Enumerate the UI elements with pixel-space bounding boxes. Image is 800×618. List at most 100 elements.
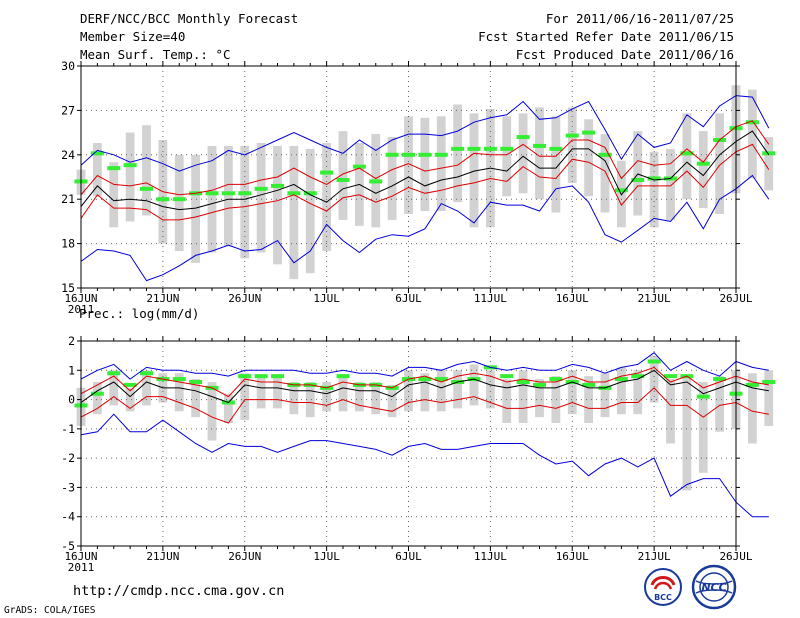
temperature-box-30 (567, 107, 577, 183)
refer-date: Fcst Started Refer Date 2011/06/15 (478, 29, 734, 44)
precipitation-median-6 (172, 377, 186, 382)
temperature-ytick-label-2: 21 (61, 192, 75, 206)
precipitation-box-25 (485, 370, 495, 409)
temperature-box-31 (584, 119, 594, 197)
precipitation-xtick-label-1: 21JUN (146, 550, 179, 563)
temperature-line-min (80, 174, 770, 282)
temperature-median-37 (680, 151, 694, 156)
precipitation-box-6 (174, 373, 184, 412)
temperature-box-22 (436, 116, 446, 212)
precipitation-box-16 (338, 376, 348, 412)
temperature-median-32 (598, 152, 612, 157)
precipitation-box-2 (109, 370, 119, 406)
temperature-box-35 (649, 151, 659, 228)
temperature-box-1 (92, 142, 102, 197)
precipitation-box-20 (404, 370, 413, 412)
precipitation-median-10 (238, 374, 252, 379)
precipitation-ytick-label-2: -3 (61, 480, 75, 494)
temperature-box-7 (191, 154, 201, 263)
precipitation-box-23 (453, 370, 463, 409)
precipitation-year-label: 2011 (68, 561, 95, 574)
precipitation-panel-title: Prec.: log(mm/d) (79, 306, 199, 321)
temperature-box-20 (404, 116, 413, 214)
precipitation-box-36 (666, 379, 675, 444)
precipitation-median-34 (631, 374, 645, 379)
temperature-median-3 (123, 163, 137, 168)
temperature-box-26 (502, 116, 512, 197)
precipitation-line-upper (80, 366, 769, 398)
temperature-median-41 (745, 120, 759, 125)
precipitation-median-1 (90, 391, 104, 396)
temperature-median-8 (205, 191, 219, 196)
precipitation-median-28 (533, 382, 546, 387)
grads-credit: GrADS: COLA/IGES (4, 605, 96, 616)
temperature-median-28 (533, 143, 546, 148)
temperature-box-4 (142, 125, 151, 216)
temperature-xtick-label-2: 26JUN (228, 292, 261, 305)
precipitation-line-max (80, 352, 769, 380)
chart-title: DERF/NCC/BCC Monthly Forecast (80, 11, 299, 26)
temperature-median-38 (696, 161, 710, 166)
precipitation-line-mean (80, 369, 769, 404)
precipitation-ytick-label-0: -5 (61, 539, 75, 553)
temperature-ytick-label-1: 18 (61, 237, 75, 251)
member-size: Member Size=40 (80, 29, 186, 44)
precipitation-box-17 (354, 382, 364, 412)
temperature-median-1 (90, 151, 104, 156)
temperature-box-16 (338, 131, 348, 220)
temperature-box-27 (518, 113, 528, 194)
temperature-median-14 (303, 191, 317, 196)
temperature-xtick-label-7: 21JUL (638, 292, 671, 305)
temperature-median-22 (434, 152, 448, 157)
precipitation-ytick-label-4: -1 (61, 422, 75, 436)
temperature-ytick-label-0: 15 (61, 281, 75, 295)
temperature-median-5 (156, 197, 170, 202)
precipitation-box-35 (649, 355, 659, 403)
precipitation-box-30 (567, 370, 577, 415)
precipitation-median-12 (271, 374, 284, 379)
precipitation-xtick-label-6: 16JUL (556, 550, 589, 563)
precipitation-median-31 (582, 382, 596, 387)
temperature-median-12 (271, 183, 284, 188)
temperature-box-23 (453, 104, 463, 203)
precipitation-ytick-label-5: 0 (68, 393, 75, 407)
temperature-box-3 (125, 132, 135, 222)
temperature-line-mean (80, 130, 770, 211)
source-url[interactable]: http://cmdp.ncc.cma.gov.cn (73, 583, 285, 599)
precipitation-median-2 (107, 371, 121, 376)
precipitation-median-35 (647, 359, 661, 364)
temperature-box-39 (715, 113, 725, 214)
precipitation-box-19 (387, 384, 397, 418)
precipitation-ytick-label-6: 1 (68, 363, 75, 377)
precipitation-box-28 (535, 379, 544, 418)
temperature-box-9 (223, 145, 233, 247)
precipitation-box-12 (273, 376, 282, 409)
temperature-box-2 (109, 162, 119, 228)
temperature-box-19 (387, 137, 397, 220)
temperature-box-10 (240, 145, 250, 259)
temperature-median-21 (418, 152, 432, 157)
temperature-median-4 (140, 186, 153, 191)
precipitation-box-32 (600, 373, 610, 418)
precipitation-box-1 (92, 382, 102, 415)
temperature-median-26 (500, 146, 514, 151)
temperature-median-30 (565, 133, 579, 138)
precipitation-line-lower (80, 387, 769, 424)
precipitation-xtick-label-8: 26JUL (719, 550, 752, 563)
temperature-median-25 (483, 146, 497, 151)
temperature-median-15 (320, 170, 334, 175)
bcc-logo-swirl (650, 576, 676, 586)
temperature-box-38 (698, 131, 708, 209)
temperature-box-42 (764, 137, 774, 191)
temperature-line-lower (80, 143, 770, 221)
temperature-median-18 (369, 179, 383, 184)
precipitation-box-38 (698, 382, 708, 473)
precipitation-median-3 (123, 382, 137, 387)
temperature-box-11 (256, 142, 266, 253)
precipitation-box-13 (289, 382, 299, 415)
temperature-median-11 (254, 186, 268, 191)
precipitation-box-42 (764, 370, 774, 426)
precipitation-box-21 (420, 373, 430, 412)
temperature-median-19 (385, 152, 399, 157)
